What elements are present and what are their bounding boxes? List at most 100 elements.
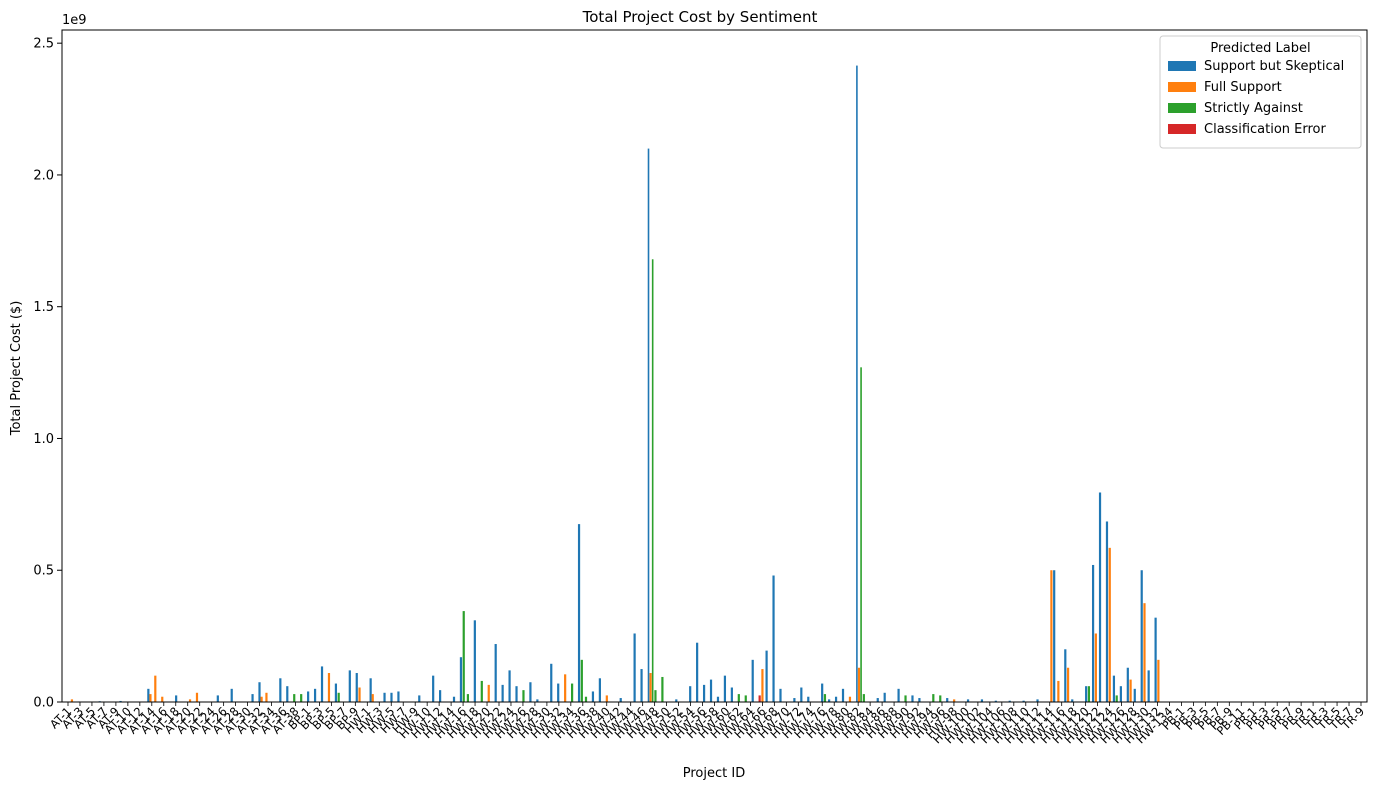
bar [494,644,497,702]
bar [1108,547,1111,702]
bar [619,698,622,702]
legend-box [1159,35,1362,149]
y-tick-label: 0.5 [33,564,54,579]
bar [462,611,465,702]
y-tick-label: 1.5 [33,300,54,315]
y-tick-label: 2.5 [33,37,54,52]
bar [383,692,386,702]
bar [640,669,643,702]
bar [661,676,664,702]
bar [744,695,747,702]
bars-layer [70,65,1160,702]
bar [1094,633,1097,702]
bar [473,620,476,702]
bar [1105,521,1109,702]
bar [1053,570,1056,702]
bar [149,694,152,702]
legend-entry: Strictly Against [1204,101,1303,116]
bar [70,699,74,702]
bar [689,686,692,702]
bar [258,682,261,702]
bar [195,692,199,702]
bar [355,673,358,702]
legend-swatch [1168,103,1196,113]
bar [293,694,296,702]
bar [570,683,574,702]
y-tick-label: 0.0 [33,696,54,711]
bar [1022,700,1025,702]
bar [605,695,608,702]
bar [716,696,720,702]
bar [487,684,490,702]
bar [230,688,233,702]
bar [772,575,775,702]
bar [883,692,886,702]
bar [501,684,504,702]
bar [1036,699,1039,702]
bar [175,695,178,702]
bar [1126,667,1129,702]
bar [649,673,652,702]
bar [807,696,810,702]
bar [876,698,879,702]
legend-title: Predicted Label [1210,41,1310,56]
bar [1154,617,1157,702]
bar [647,148,650,702]
bar [265,692,268,702]
bar [327,673,331,702]
bar [279,678,282,702]
bar [904,695,907,702]
bar [793,698,796,702]
bar [980,699,984,702]
bar [577,524,581,702]
bar [758,695,761,702]
bar [1091,564,1095,702]
bar [821,683,824,702]
bar [834,696,838,702]
bar [654,690,657,702]
y-scale-label: 1e9 [62,13,87,28]
chart-title: Total Project Cost by Sentiment [582,8,818,26]
y-tick-label: 1.0 [33,432,54,447]
bar [369,678,372,702]
bar [557,683,560,702]
bar [994,700,997,702]
bar [515,686,518,702]
bar [911,695,914,702]
legend: Predicted Label Support but Skeptical Full… [1159,35,1362,149]
bar [154,675,157,702]
bar [761,669,764,702]
bar [709,679,713,702]
bar [418,695,421,702]
bar [1140,570,1143,702]
bar [161,696,164,702]
bar [508,670,511,702]
bar [529,682,532,702]
bar [1112,675,1116,702]
bar [216,695,219,702]
y-axis-label: Total Project Cost ($) [9,301,24,437]
bar [432,675,435,702]
bar [286,686,289,702]
bar [730,687,733,702]
x-axis-ticks: AT-1AT-3AT-5AT-7AT-9AT-10AT-12AT-14AT-16… [47,702,1367,746]
bar [1085,686,1088,702]
bar [946,698,949,702]
legend-entry: Full Support [1204,80,1282,95]
bar [584,696,588,702]
bar [1115,695,1118,702]
bar [390,692,393,702]
bar [564,674,567,702]
legend-swatch [1168,61,1196,71]
bar [439,690,442,702]
bar [828,699,831,702]
bar [765,650,768,702]
bar [598,678,601,702]
bar [452,696,456,702]
bar [856,65,858,702]
bar [702,684,706,702]
bar [251,694,254,702]
bar [1133,688,1136,702]
bar [188,699,192,702]
